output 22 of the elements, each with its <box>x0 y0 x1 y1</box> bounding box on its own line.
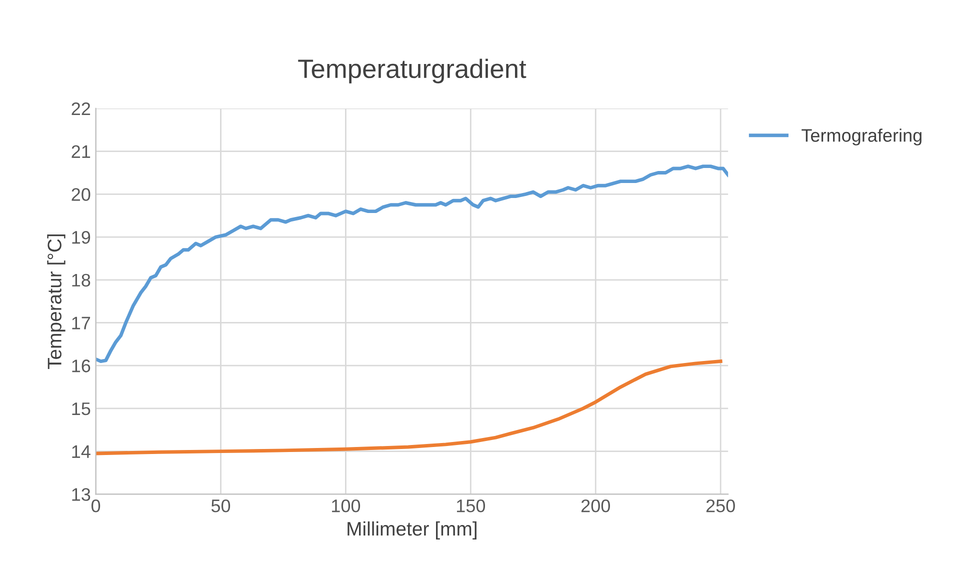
x-tick-label: 0 <box>91 500 100 512</box>
x-tick-label: 100 <box>332 500 360 512</box>
x-tick-label: 150 <box>456 500 486 512</box>
x-tick-label: 200 <box>581 500 610 512</box>
x-axis-title: Millimeter [mm] <box>348 521 476 540</box>
y-tick-label: 13 <box>72 488 90 501</box>
legend-label: Termografering <box>802 128 922 146</box>
y-tick-label: 21 <box>72 145 90 158</box>
line-series <box>96 360 722 456</box>
y-tick-label: 16 <box>72 360 90 372</box>
y-axis-title: Temperatur [°C] <box>47 234 66 370</box>
y-tick-label: 19 <box>72 230 90 244</box>
y-tick-label: 17 <box>72 316 90 330</box>
chart-title: Temperaturgradient <box>298 58 526 84</box>
y-tick-label: 15 <box>72 402 90 416</box>
x-tick-label: 250 <box>706 500 735 512</box>
y-tick-label: 18 <box>72 274 90 287</box>
y-tick-label: 20 <box>72 188 90 201</box>
line-series <box>96 164 728 364</box>
y-tick-label: 14 <box>72 445 90 458</box>
y-tick-label: 22 <box>72 102 90 115</box>
x-tick-label: 50 <box>211 500 230 512</box>
